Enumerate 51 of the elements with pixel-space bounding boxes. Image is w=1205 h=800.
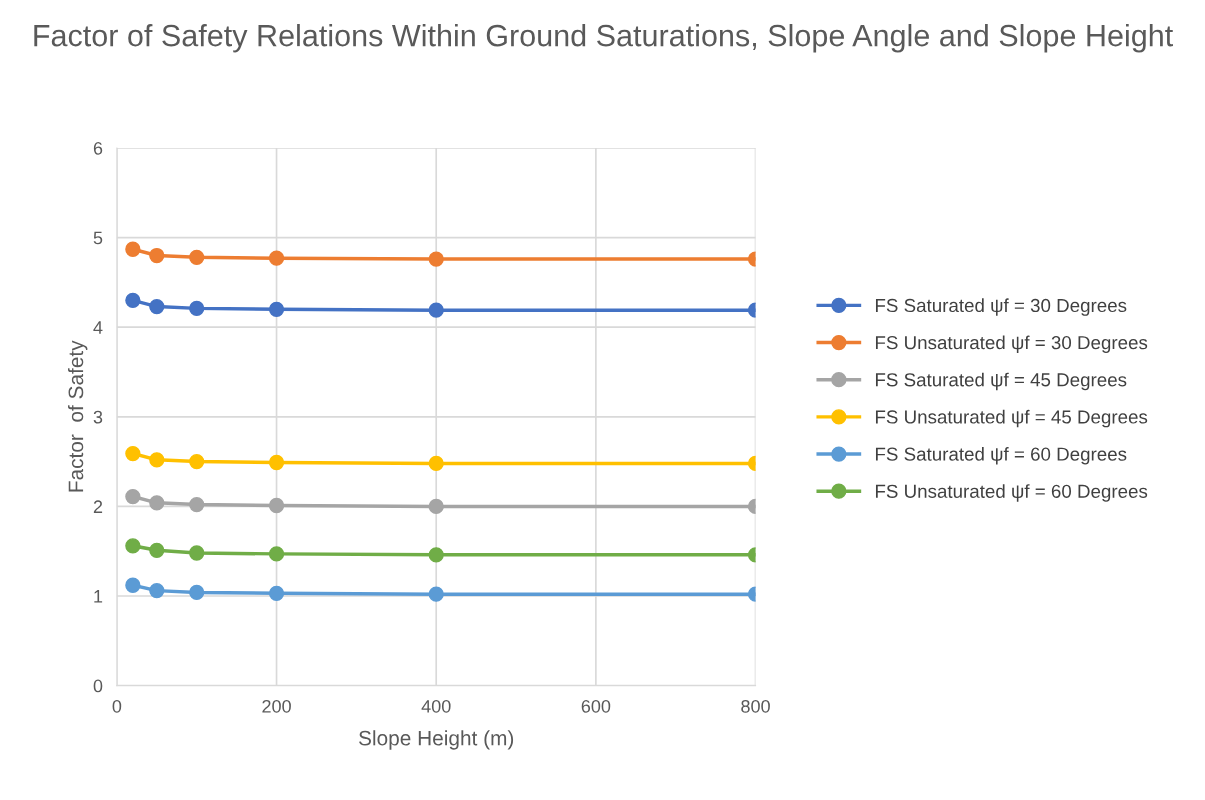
x-tick-label: 0 xyxy=(112,699,122,713)
y-axis-title: Factor of Safety xyxy=(68,340,88,492)
point xyxy=(268,454,285,471)
point xyxy=(189,496,205,513)
x-axis-title: Slope Height (m) xyxy=(359,730,514,750)
point xyxy=(428,586,444,602)
x-tick-label: 600 xyxy=(581,699,611,713)
point xyxy=(125,241,141,257)
point xyxy=(149,298,165,315)
x-tick-label: 800 xyxy=(741,699,770,713)
chart-title: Factor of Safety Relations Within Ground Saturations, Slope Angle and Slope Height xyxy=(34,24,1174,53)
point xyxy=(428,455,444,472)
x-tick-label: 400 xyxy=(421,699,451,713)
point xyxy=(189,453,205,470)
y-tick-label: 6 xyxy=(93,141,103,155)
point xyxy=(428,547,444,563)
y-tick-label: 4 xyxy=(93,321,103,334)
y-tick-label: 1 xyxy=(94,590,103,603)
y-tick-label: 3 xyxy=(93,410,103,424)
point xyxy=(125,445,141,462)
point xyxy=(268,497,285,514)
point xyxy=(149,542,165,558)
point xyxy=(268,301,285,317)
point xyxy=(149,452,165,468)
y-tick-label: 0 xyxy=(93,679,103,693)
point xyxy=(268,585,285,601)
y-tick-label: 2 xyxy=(93,500,103,513)
legend-label: FS Unsaturated ψf = 60 Degrees xyxy=(875,484,1148,502)
point xyxy=(149,582,165,599)
point xyxy=(125,538,141,554)
legend-label: FS Unsaturated ψf = 30 Degrees xyxy=(875,335,1148,353)
point xyxy=(428,251,444,267)
point xyxy=(125,292,141,308)
point xyxy=(125,488,141,505)
point xyxy=(189,300,205,317)
y-tick-label: 5 xyxy=(93,231,103,245)
point xyxy=(268,250,285,266)
point xyxy=(189,584,205,601)
point xyxy=(149,247,165,264)
point xyxy=(268,546,285,562)
point xyxy=(149,495,165,511)
point xyxy=(428,498,444,515)
point xyxy=(189,249,205,265)
point xyxy=(125,577,141,593)
legend-label: FS Saturated ψf = 60 Degrees xyxy=(875,447,1127,465)
x-tick-label: 200 xyxy=(262,699,291,713)
point xyxy=(189,545,205,561)
legend-label: FS Saturated ψf = 30 Degrees xyxy=(875,298,1127,316)
point xyxy=(428,302,444,318)
legend-label: FS Saturated ψf = 45 Degrees xyxy=(875,372,1127,391)
legend-label: FS Unsaturated ψf = 45 Degrees xyxy=(875,409,1148,428)
